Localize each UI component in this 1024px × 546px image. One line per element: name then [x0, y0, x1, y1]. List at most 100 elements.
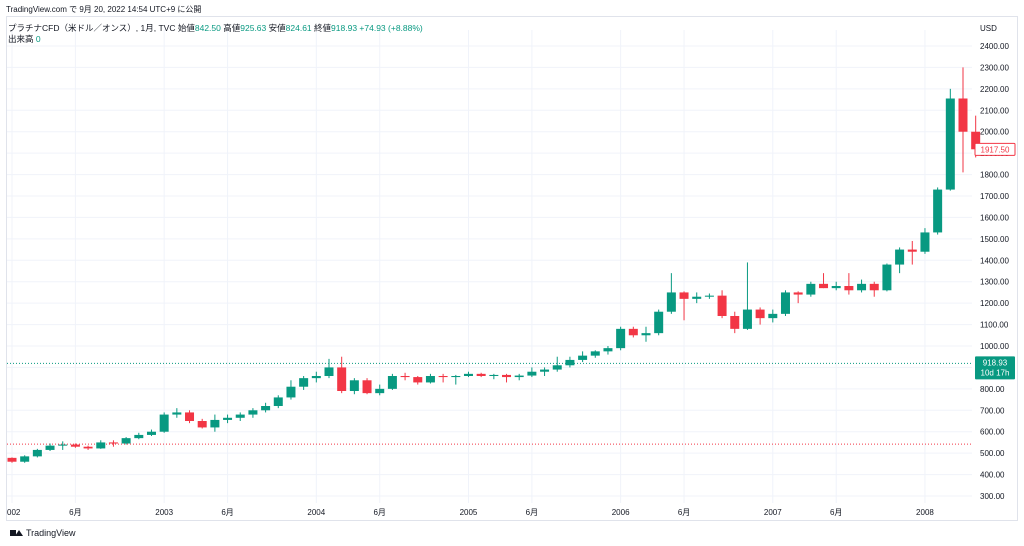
current-price-countdown: 10d 17h — [981, 368, 1010, 377]
candle-body — [299, 378, 309, 387]
candle-body — [806, 283, 816, 295]
candle — [337, 356, 347, 394]
legend-high: 925.63 — [240, 23, 267, 33]
candle — [831, 281, 841, 291]
y-tick-label: 500.00 — [980, 449, 1005, 458]
candle — [362, 378, 372, 395]
candle — [476, 372, 486, 378]
legend-ohlc-row: プラチナCFD（米ドル／オンス）, 1月, TVC 始値842.50 高値925… — [8, 23, 423, 34]
candle — [590, 350, 600, 358]
candle — [502, 373, 512, 383]
candle — [172, 408, 182, 418]
candle-body — [654, 311, 664, 334]
candle — [641, 326, 651, 342]
candle-body — [210, 419, 220, 428]
candle — [32, 448, 42, 458]
candle — [882, 263, 892, 292]
candles — [7, 67, 981, 463]
legend-open: 842.50 — [194, 23, 221, 33]
footer: TradingView — [10, 528, 76, 538]
current-price-badge — [975, 356, 1015, 380]
y-tick-label: 800.00 — [980, 385, 1005, 394]
y-tick-label: 1800.00 — [980, 171, 1009, 180]
candle-body — [742, 309, 752, 329]
candle — [197, 418, 207, 429]
y-tick-label: 2000.00 — [980, 128, 1009, 137]
candle-body — [121, 438, 131, 444]
candle — [755, 307, 765, 325]
y-tick-label: 1200.00 — [980, 299, 1009, 308]
candle-body — [704, 295, 714, 297]
candle — [235, 412, 245, 421]
candle — [857, 279, 867, 293]
candle — [540, 367, 550, 376]
candle — [895, 247, 905, 274]
y-tick-label: 1300.00 — [980, 278, 1009, 287]
candle — [248, 408, 258, 418]
last-price-badge — [974, 142, 1016, 156]
candle — [83, 445, 93, 450]
candle — [730, 311, 740, 334]
candle — [578, 351, 588, 363]
candle-body — [463, 373, 473, 376]
tradingview-logo-icon — [10, 529, 23, 537]
x-tick-label: 6月 — [373, 508, 385, 517]
candle-body — [349, 380, 359, 391]
footer-brand[interactable]: TradingView — [26, 528, 76, 538]
candle — [7, 457, 17, 463]
candle — [692, 292, 702, 304]
candle-body — [400, 376, 410, 378]
legend-symbol[interactable]: プラチナCFD（米ドル／オンス）, 1月, TVC — [8, 23, 176, 33]
candle-body — [755, 309, 765, 319]
candle-body — [603, 348, 613, 352]
y-tick-label: 2200.00 — [980, 85, 1009, 94]
candle — [844, 273, 854, 295]
candle — [819, 273, 829, 289]
candle — [869, 281, 879, 297]
candle-body — [730, 316, 740, 329]
currency-label: USD — [980, 24, 997, 33]
candle-body — [337, 367, 347, 391]
candle — [704, 293, 714, 299]
chart-legend: プラチナCFD（米ドル／オンス）, 1月, TVC 始値842.50 高値925… — [8, 23, 423, 45]
candle — [311, 371, 321, 383]
candle-body — [641, 333, 651, 336]
candle — [552, 356, 562, 372]
x-tick-label: 2005 — [460, 508, 478, 517]
candle-body — [869, 283, 879, 291]
candle — [945, 88, 955, 191]
y-tick-label: 600.00 — [980, 428, 1005, 437]
candle — [527, 367, 537, 378]
candle — [806, 281, 816, 297]
legend-volume-row: 出来高 0 — [8, 34, 423, 45]
candle — [146, 429, 156, 436]
candle-body — [514, 375, 524, 378]
candle-body — [32, 449, 42, 457]
legend-open-label: 始値 — [177, 23, 195, 33]
candle-body — [134, 434, 144, 439]
candle — [565, 356, 575, 368]
price-axis: 300.00400.00500.00600.00700.00800.00900.… — [980, 24, 1009, 501]
candle — [768, 309, 778, 323]
candle — [413, 376, 423, 385]
candle-body — [540, 369, 550, 372]
candle-body — [793, 292, 803, 295]
candle-body — [96, 442, 106, 449]
candle-body — [895, 249, 905, 265]
candle-body — [679, 292, 689, 299]
x-tick-label: 6月 — [678, 508, 690, 517]
candle — [603, 346, 613, 355]
candle-body — [235, 414, 245, 418]
candle-body — [489, 374, 499, 376]
candle-body — [70, 444, 80, 447]
candle — [286, 380, 296, 400]
candle-body — [7, 457, 17, 462]
x-tick-label: 6月 — [526, 508, 538, 517]
candle-body — [692, 296, 702, 299]
candle-body — [590, 351, 600, 356]
candle-body — [907, 249, 917, 252]
candle-body — [819, 283, 829, 289]
candle-body — [616, 328, 626, 349]
candle — [121, 437, 131, 445]
